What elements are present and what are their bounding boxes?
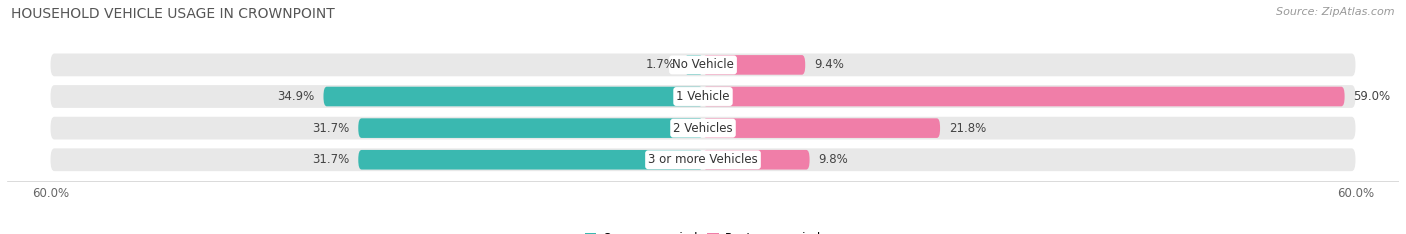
Text: Source: ZipAtlas.com: Source: ZipAtlas.com xyxy=(1277,7,1395,17)
Text: 1 Vehicle: 1 Vehicle xyxy=(676,90,730,103)
Text: 9.8%: 9.8% xyxy=(818,153,848,166)
FancyBboxPatch shape xyxy=(51,117,1355,139)
Text: 3 or more Vehicles: 3 or more Vehicles xyxy=(648,153,758,166)
Legend: Owner-occupied, Renter-occupied: Owner-occupied, Renter-occupied xyxy=(579,227,827,234)
FancyBboxPatch shape xyxy=(703,87,1344,106)
FancyBboxPatch shape xyxy=(323,87,703,106)
Text: 21.8%: 21.8% xyxy=(949,122,986,135)
Text: 9.4%: 9.4% xyxy=(814,58,844,71)
Text: HOUSEHOLD VEHICLE USAGE IN CROWNPOINT: HOUSEHOLD VEHICLE USAGE IN CROWNPOINT xyxy=(11,7,335,21)
FancyBboxPatch shape xyxy=(51,85,1355,108)
FancyBboxPatch shape xyxy=(703,150,810,170)
FancyBboxPatch shape xyxy=(359,150,703,170)
Text: 31.7%: 31.7% xyxy=(312,153,350,166)
Text: 31.7%: 31.7% xyxy=(312,122,350,135)
Text: 34.9%: 34.9% xyxy=(277,90,315,103)
Text: 59.0%: 59.0% xyxy=(1354,90,1391,103)
FancyBboxPatch shape xyxy=(685,55,703,75)
FancyBboxPatch shape xyxy=(703,118,941,138)
FancyBboxPatch shape xyxy=(51,148,1355,171)
FancyBboxPatch shape xyxy=(359,118,703,138)
Text: 2 Vehicles: 2 Vehicles xyxy=(673,122,733,135)
FancyBboxPatch shape xyxy=(703,55,806,75)
Text: 1.7%: 1.7% xyxy=(645,58,676,71)
Text: No Vehicle: No Vehicle xyxy=(672,58,734,71)
FancyBboxPatch shape xyxy=(51,54,1355,76)
